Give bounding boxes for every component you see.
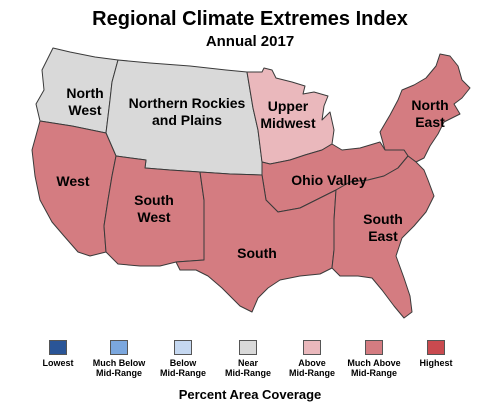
map-title: Regional Climate Extremes Index	[92, 8, 408, 30]
legend-swatch	[110, 340, 128, 355]
region-label-southeast: South East	[363, 211, 403, 244]
legend-swatch	[303, 340, 321, 355]
legend-swatch	[427, 340, 445, 355]
region-label-northern-rockies: Northern Rockies and Plains	[129, 95, 246, 128]
region-label-southwest: South West	[134, 192, 174, 225]
legend-item: Below Mid-Range	[148, 340, 218, 378]
region-label-ohio-valley: Ohio Valley	[291, 172, 367, 188]
region-west[interactable]	[31, 120, 117, 257]
region-label-south: South	[237, 245, 277, 261]
map-subtitle: Annual 2017	[205, 33, 295, 50]
legend-item: Above Mid-Range	[277, 340, 347, 378]
legend-swatch	[49, 340, 67, 355]
legend-item: Much Above Mid-Range	[339, 340, 409, 378]
legend-item: Highest	[401, 340, 471, 368]
legend-label: Mid-Range	[289, 368, 335, 378]
legend-swatch	[174, 340, 192, 355]
legend-label: Near	[237, 358, 258, 368]
legend-axis-label: Percent Area Coverage	[178, 387, 322, 402]
region-label-northeast: North East	[411, 97, 448, 130]
legend-label: Below	[169, 358, 197, 368]
legend-item: Lowest	[23, 340, 93, 368]
legend-swatch	[365, 340, 383, 355]
legend-swatch	[239, 340, 257, 355]
legend-label: Mid-Range	[225, 368, 271, 378]
region-southeast[interactable]	[331, 155, 435, 319]
legend-label: Mid-Range	[351, 368, 397, 378]
legend: Lowest Much Below Mid-Range Below Mid-Range N…	[0, 340, 500, 380]
region-label-northwest: North West	[66, 85, 103, 118]
region-south[interactable]	[175, 171, 337, 313]
legend-label: Mid-Range	[160, 368, 206, 378]
legend-label: Lowest	[42, 358, 74, 368]
legend-label: Mid-Range	[96, 368, 142, 378]
legend-item: Much Below Mid-Range	[84, 340, 154, 378]
region-southwest[interactable]	[103, 155, 205, 267]
legend-label: Above	[298, 358, 326, 368]
legend-label: Much Below	[92, 358, 146, 368]
region-label-west: West	[56, 173, 90, 189]
region-label-upper-midwest: Upper Midwest	[260, 98, 316, 131]
legend-item: Near Mid-Range	[213, 340, 283, 378]
region-upper-midwest[interactable]	[246, 67, 335, 165]
legend-label: Much Above	[347, 358, 401, 368]
legend-label: Highest	[419, 358, 453, 368]
